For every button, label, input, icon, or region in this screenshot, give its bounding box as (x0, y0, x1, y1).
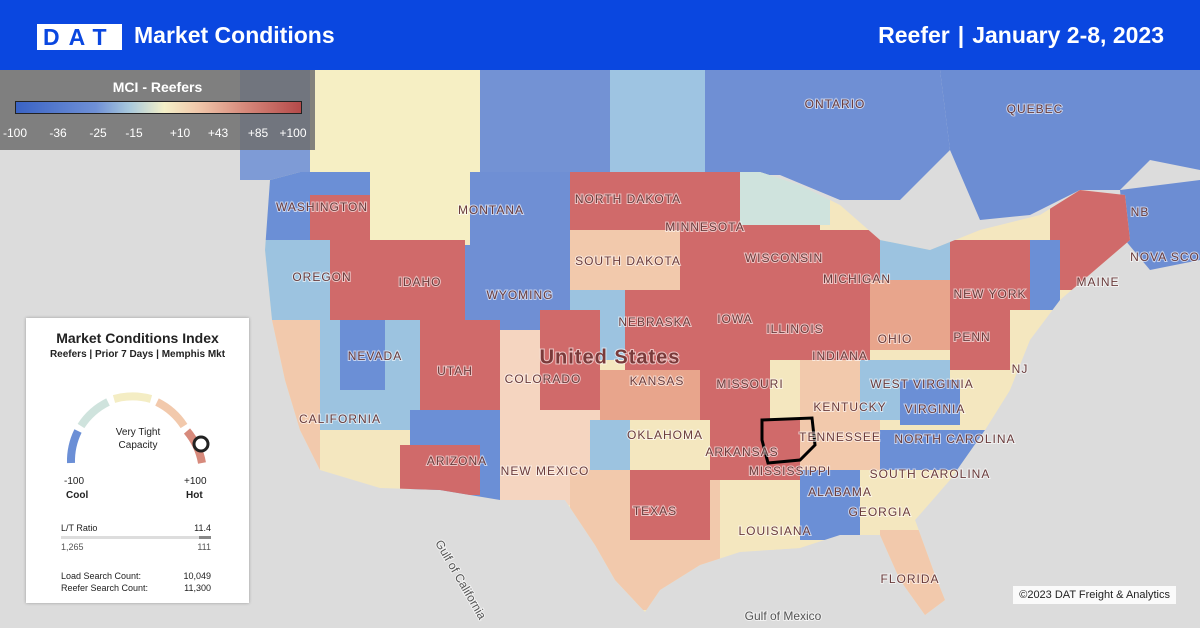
legend-tick: -25 (89, 126, 107, 140)
map-label: NB (1131, 205, 1150, 219)
legend-title: MCI - Reefers (112, 79, 203, 95)
map-label: SOUTH DAKOTA (575, 254, 681, 268)
map-label: PENN (953, 330, 990, 344)
map-label: NEW YORK (953, 287, 1026, 301)
map-label: MAINE (1076, 275, 1119, 289)
map-label: IDAHO (398, 275, 441, 289)
count-value: 10,049 (183, 571, 211, 581)
count-value: 11,300 (184, 583, 211, 593)
map-label: IOWA (717, 312, 753, 326)
panel-title: Market Conditions Index (56, 330, 219, 346)
logo: DAT (37, 24, 122, 50)
legend-tick: -15 (125, 126, 143, 140)
map-label: ONTARIO (805, 97, 866, 111)
lt-value: 11.4 (194, 523, 211, 533)
map-label: NORTH DAKOTA (575, 192, 681, 206)
legend-tick: -36 (49, 126, 67, 140)
map-label: NEW MEXICO (501, 464, 590, 478)
map-label: MINNESOTA (665, 220, 744, 234)
header: DAT Market Conditions Reefer | January 2-8… (0, 0, 1200, 70)
map-label: LOUISIANA (738, 524, 811, 538)
map: ONTARIO QUEBEC WASHINGTON MONTANA NORTH DAKO… (0, 70, 1200, 628)
map-label: NEBRASKA (618, 315, 691, 329)
map-label: COLORADO (505, 372, 582, 386)
map-label: KANSAS (630, 374, 685, 388)
map-label: ALABAMA (808, 485, 872, 499)
legend: MCI - Reefers -100 -36 -25 -15 +10 +43 +85 +100 (0, 70, 315, 150)
map-label: INDIANA (812, 349, 868, 363)
legend-tick: -100 (2, 126, 28, 140)
map-label: GEORGIA (848, 505, 911, 519)
map-label: QUEBEC (1007, 102, 1064, 116)
gauge-min: -100 (64, 476, 85, 487)
panel-subtitle: Reefers | Prior 7 Days | Memphis Mkt (49, 349, 226, 360)
map-label: KENTUCKY (813, 400, 886, 414)
lt-trucks: 111 (197, 542, 211, 552)
count-label: Reefer Search Count: (61, 583, 149, 593)
header-title: Market Conditions (134, 22, 335, 48)
map-label: MISSISSIPPI (749, 464, 831, 478)
lt-bar (61, 536, 211, 539)
memphis-market (760, 416, 817, 465)
map-label: MICHIGAN (823, 272, 891, 286)
lt-label: L/T Ratio (61, 523, 98, 533)
map-label: MONTANA (458, 203, 524, 217)
map-label: WEST VIRGINIA (870, 377, 973, 391)
map-label: SOUTH CAROLINA (870, 467, 991, 481)
gauge-max: +100 (184, 476, 207, 487)
gauge-min-label: Cool (66, 490, 89, 501)
map-label: NEVADA (348, 349, 402, 363)
map-label: WASHINGTON (276, 200, 368, 214)
map-label: TENNESSEE (799, 430, 881, 444)
map-label: WYOMING (487, 288, 554, 302)
map-label: FLORIDA (880, 572, 939, 586)
map-label: OREGON (292, 270, 351, 284)
map-label: ILLINOIS (766, 322, 823, 336)
separator: | (957, 22, 965, 48)
us-regions (265, 172, 1130, 615)
legend-tick: +10 (169, 126, 191, 140)
header-right: Reefer | January 2-8, 2023 (870, 22, 1164, 49)
gauge-status: Very Tight Capacity (115, 427, 161, 451)
map-label: NORTH CAROLINA (894, 432, 1015, 446)
map-label: OKLAHOMA (627, 428, 703, 442)
map-label: OHIO (878, 332, 913, 346)
equipment: Reefer (878, 22, 950, 48)
legend-bar (15, 101, 302, 114)
map-label: TEXAS (633, 504, 677, 518)
map-label: MISSOURI (716, 377, 783, 391)
map-labels: ONTARIO QUEBEC WASHINGTON MONTANA NORTH DAKO… (275, 96, 1200, 624)
gauge-max-label: Hot (186, 490, 203, 501)
dates: January 2-8, 2023 (972, 22, 1164, 48)
gauge (66, 392, 210, 464)
lt-loads: 1,265 (61, 542, 84, 552)
legend-tick: +43 (207, 126, 229, 140)
map-label: United States (540, 346, 681, 368)
map-label: Gulf of Mexico (745, 609, 822, 623)
map-label: CALIFORNIA (299, 412, 381, 426)
count-label: Load Search Count: (61, 571, 142, 581)
legend-tick: +85 (247, 126, 269, 140)
map-label: ARIZONA (427, 454, 487, 468)
map-label: NOVA SCO (1130, 250, 1200, 264)
legend-tick: +100 (279, 126, 307, 140)
map-label: WISCONSIN (745, 251, 823, 265)
panel: Market Conditions Index Reefers | Prior … (26, 318, 249, 603)
map-label: ARKANSAS (705, 445, 778, 459)
map-label: NJ (1012, 362, 1029, 376)
map-label: UTAH (437, 364, 473, 378)
copyright: ©2023 DAT Freight & Analytics (1013, 586, 1176, 604)
map-label: VIRGINIA (905, 402, 966, 416)
